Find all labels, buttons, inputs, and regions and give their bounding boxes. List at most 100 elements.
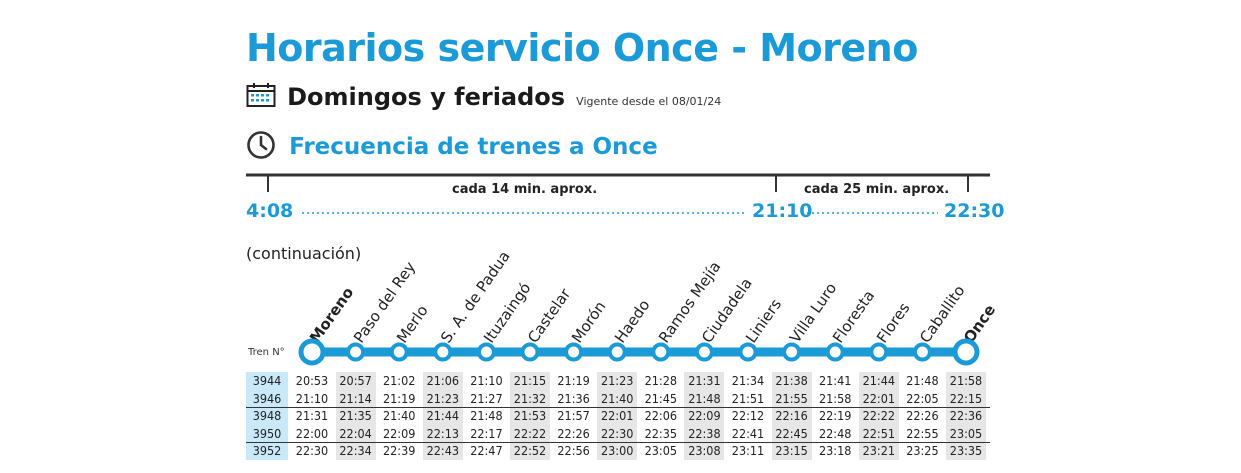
departure-time: 22:09 xyxy=(382,425,416,441)
departure-time: 22:41 xyxy=(731,425,765,441)
departure-time: 22:30 xyxy=(295,443,329,458)
station-stop-marker xyxy=(476,342,496,362)
departure-time: 21:58 xyxy=(818,390,852,406)
departure-time: 21:10 xyxy=(295,390,329,406)
departure-time: 23:21 xyxy=(862,443,895,458)
departure-time: 21:34 xyxy=(731,373,765,388)
departure-time: 23:11 xyxy=(731,443,765,458)
departure-time: 21:38 xyxy=(775,373,808,388)
station-column-shade xyxy=(946,372,986,460)
service-day-row: Domingos y feriados Vigente desde el 08/… xyxy=(246,82,721,114)
station-column-shade xyxy=(510,372,550,460)
departure-time: 22:00 xyxy=(295,425,329,441)
station-stop-marker xyxy=(694,342,714,362)
departure-time: 21:51 xyxy=(731,390,765,406)
departure-time: 22:26 xyxy=(906,408,939,423)
departure-time: 22:52 xyxy=(513,443,547,458)
train-number: 3948 xyxy=(252,408,282,423)
service-day-title: Domingos y feriados xyxy=(287,83,566,111)
departure-time: 22:13 xyxy=(426,425,459,441)
departure-time: 22:47 xyxy=(470,443,503,458)
departure-time: 22:38 xyxy=(688,425,721,441)
departure-time: 22:12 xyxy=(731,408,765,423)
departure-time: 22:51 xyxy=(862,425,895,441)
departure-time: 21:48 xyxy=(906,373,939,388)
departure-time: 22:06 xyxy=(644,408,677,423)
departure-time: 20:53 xyxy=(295,373,329,388)
departure-time: 21:31 xyxy=(295,408,329,423)
train-number-label: Tren N° xyxy=(248,347,285,358)
frequency-timeline: 4:08 21:10 22:30 cada 14 min. aprox. cad… xyxy=(246,172,1004,232)
departure-time: 22:26 xyxy=(557,425,590,441)
departure-time: 22:34 xyxy=(339,443,372,458)
departure-time: 21:19 xyxy=(382,390,416,406)
train-number: 3946 xyxy=(252,390,282,406)
departure-time: 21:36 xyxy=(557,390,590,406)
departure-time: 22:09 xyxy=(688,408,721,423)
frequency-title: Frecuencia de trenes a Once xyxy=(289,134,658,160)
departure-time: 21:40 xyxy=(382,408,416,423)
route-line xyxy=(298,338,980,366)
departure-time: 22:48 xyxy=(818,425,852,441)
train-number: 3950 xyxy=(252,425,282,441)
departure-time: 21:23 xyxy=(426,390,459,406)
station-stop-marker xyxy=(564,342,584,362)
departure-time: 21:35 xyxy=(339,408,372,423)
row-separator xyxy=(246,441,990,443)
departure-time: 22:22 xyxy=(513,425,547,441)
departure-time: 21:44 xyxy=(426,408,459,423)
departure-time: 23:00 xyxy=(600,443,634,458)
departure-time: 21:48 xyxy=(470,408,503,423)
departure-time: 22:43 xyxy=(426,443,459,458)
departure-time: 23:05 xyxy=(949,425,983,441)
departure-time: 21:44 xyxy=(862,373,895,388)
station-column-shade xyxy=(597,372,638,460)
timeline-start-time: 4:08 xyxy=(246,200,294,222)
station-column-shade xyxy=(771,372,812,460)
page-title: Horarios servicio Once - Moreno xyxy=(246,26,918,70)
clock-icon xyxy=(246,130,276,164)
departure-time: 21:27 xyxy=(470,390,503,406)
departure-time: 21:31 xyxy=(688,373,721,388)
departure-time: 21:53 xyxy=(513,408,547,423)
station-stop-marker xyxy=(869,342,889,362)
departure-time: 22:04 xyxy=(339,425,372,441)
station-stop-marker xyxy=(607,342,627,362)
departure-time: 21:45 xyxy=(644,390,677,406)
departure-time: 22:45 xyxy=(775,425,808,441)
frequency-label-1: cada 14 min. aprox. xyxy=(452,182,598,197)
departure-time: 21:40 xyxy=(600,390,634,406)
departure-time: 21:55 xyxy=(775,390,808,406)
calendar-icon xyxy=(246,82,276,112)
timeline-mid-time: 21:10 xyxy=(752,200,813,222)
station-stop-marker xyxy=(912,342,932,362)
departure-time: 21:06 xyxy=(426,373,459,388)
train-number-column xyxy=(246,372,288,460)
station-column-shade xyxy=(684,372,725,460)
departure-time: 23:08 xyxy=(688,443,721,458)
station-column-shade xyxy=(335,372,376,460)
station-column-shade xyxy=(858,372,899,460)
departure-time: 23:25 xyxy=(906,443,939,458)
departure-time: 22:19 xyxy=(818,408,852,423)
station-stop-marker xyxy=(738,342,758,362)
valid-from-text: Vigente desde el 08/01/24 xyxy=(576,94,722,108)
departure-time: 23:35 xyxy=(949,443,983,458)
departure-time: 21:14 xyxy=(339,390,372,406)
departure-time: 21:32 xyxy=(513,390,547,406)
station-stop-marker xyxy=(651,342,671,362)
frequency-label-2: cada 25 min. aprox. xyxy=(804,182,950,197)
departure-time: 21:02 xyxy=(382,373,416,388)
departure-time: 22:35 xyxy=(644,425,677,441)
departure-time: 21:23 xyxy=(600,373,634,388)
departure-time: 21:41 xyxy=(818,373,852,388)
departure-time: 21:19 xyxy=(557,373,590,388)
departure-time: 22:22 xyxy=(862,408,895,423)
station-stop-marker xyxy=(782,342,802,362)
frequency-row: Frecuencia de trenes a Once xyxy=(246,130,658,164)
station-stop-marker xyxy=(433,342,453,362)
station-stop-marker xyxy=(389,342,409,362)
departure-time: 21:15 xyxy=(513,373,547,388)
train-number: 3952 xyxy=(252,443,282,458)
station-stop-marker xyxy=(952,338,980,366)
